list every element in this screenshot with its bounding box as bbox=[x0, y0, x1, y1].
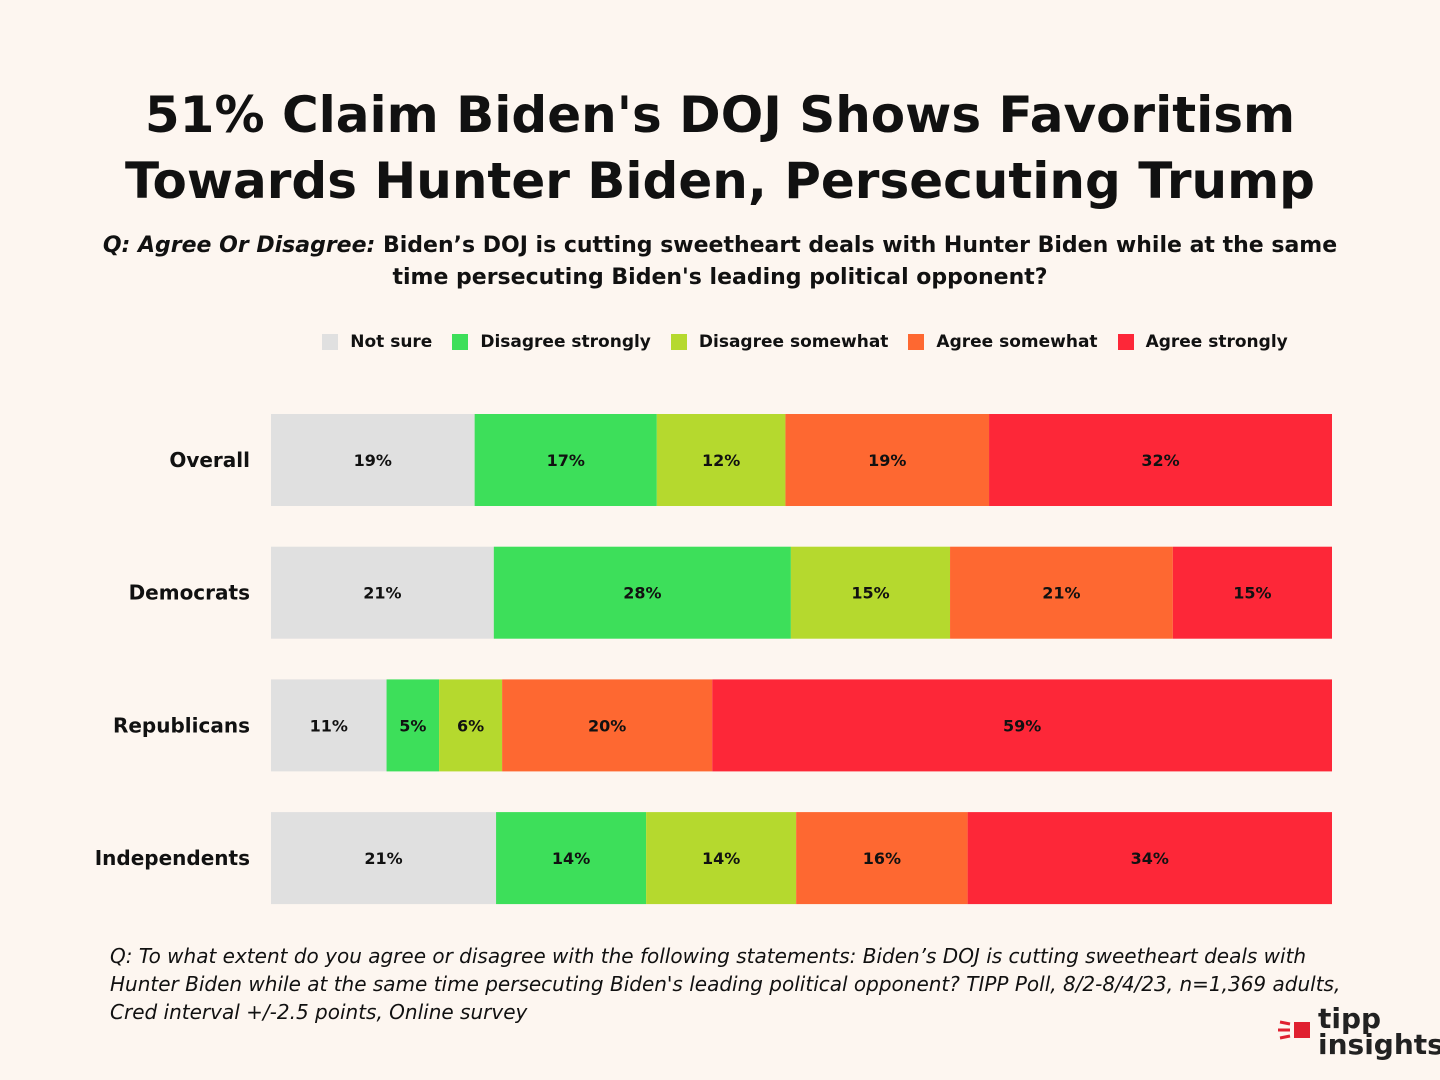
data-label: 59% bbox=[1003, 716, 1041, 735]
data-label: 20% bbox=[588, 716, 626, 735]
legend-label: Not sure bbox=[350, 332, 433, 352]
data-label: 21% bbox=[364, 849, 402, 868]
bar-segment-democrats-disagree-strongly bbox=[493, 546, 791, 639]
data-label: 19% bbox=[354, 451, 392, 470]
bar-segment-republicans-not-sure bbox=[271, 679, 387, 772]
bar-segment-democrats-disagree-somewhat bbox=[790, 546, 951, 639]
data-label: 21% bbox=[363, 584, 401, 603]
question-text: Biden’s DOJ is cutting sweetheart deals … bbox=[375, 233, 1338, 290]
data-label: 15% bbox=[851, 584, 889, 603]
data-label: 16% bbox=[863, 849, 901, 868]
data-label: 15% bbox=[1233, 584, 1271, 603]
bar-segment-independents-agree-somewhat bbox=[796, 812, 968, 905]
category-label-independents: Independents bbox=[95, 846, 250, 870]
bar-segment-republicans-agree-strongly bbox=[712, 679, 1332, 772]
bar-segment-overall-agree-somewhat bbox=[785, 414, 990, 506]
bar-segment-republicans-disagree-strongly bbox=[386, 679, 440, 772]
tipp-insights-logo: tipp insights bbox=[1276, 1005, 1440, 1066]
data-label: 14% bbox=[702, 849, 740, 868]
legend-swatch bbox=[322, 334, 339, 350]
bar-segment-overall-disagree-strongly bbox=[474, 414, 657, 506]
data-label: 32% bbox=[1141, 451, 1179, 470]
data-label: 19% bbox=[868, 451, 906, 470]
legend-label: Disagree somewhat bbox=[698, 332, 889, 352]
legend-item-disagree-strongly: Disagree strongly bbox=[452, 332, 651, 352]
logo-text-line1: tipp bbox=[1318, 1002, 1382, 1035]
data-label: 6% bbox=[457, 716, 484, 735]
bar-segment-independents-agree-strongly bbox=[967, 812, 1332, 905]
data-label: 28% bbox=[623, 584, 661, 603]
logo-text: tipp insights bbox=[1318, 1002, 1440, 1061]
bar-segment-republicans-disagree-somewhat bbox=[439, 679, 503, 772]
bar-segment-republicans-agree-somewhat bbox=[502, 679, 713, 772]
data-label: 21% bbox=[1042, 584, 1080, 603]
legend-item-agree-somewhat: Agree somewhat bbox=[908, 332, 1098, 352]
legend-swatch bbox=[908, 334, 925, 350]
legend-swatch bbox=[1117, 334, 1134, 350]
logo-text-line2: insights bbox=[1318, 1028, 1440, 1061]
legend-item-not-sure: Not sure bbox=[322, 332, 432, 352]
bar-segment-overall-agree-strongly bbox=[989, 414, 1332, 506]
data-label: 12% bbox=[702, 451, 740, 470]
bar-segment-democrats-not-sure bbox=[271, 546, 494, 639]
chart-title-line1: 51% Claim Biden's DOJ Shows Favoritism bbox=[144, 86, 1296, 144]
data-label: 17% bbox=[547, 451, 585, 470]
data-label: 14% bbox=[552, 849, 590, 868]
category-label-republicans: Republicans bbox=[113, 713, 250, 737]
bar-segment-democrats-agree-somewhat bbox=[950, 546, 1173, 639]
data-label: 11% bbox=[310, 716, 348, 735]
bar-segment-overall-not-sure bbox=[271, 414, 475, 506]
bar-segment-independents-not-sure bbox=[271, 812, 497, 905]
legend-label: Agree strongly bbox=[1145, 332, 1288, 352]
bar-segment-independents-disagree-somewhat bbox=[646, 812, 797, 905]
chart-title: 51% Claim Biden's DOJ Shows Favoritism T… bbox=[0, 82, 1440, 214]
bar-segment-independents-disagree-strongly bbox=[496, 812, 647, 905]
legend-label: Agree somewhat bbox=[936, 332, 1098, 352]
data-label: 34% bbox=[1131, 849, 1169, 868]
category-label-democrats: Democrats bbox=[129, 581, 250, 605]
question-subtitle: Q: Agree Or Disagree: Biden’s DOJ is cut… bbox=[90, 230, 1350, 294]
footnote: Q: To what extent do you agree or disagr… bbox=[110, 944, 1341, 1024]
logo-mark-icon bbox=[1278, 1020, 1310, 1040]
legend-swatch bbox=[670, 334, 687, 350]
data-label: 5% bbox=[399, 716, 426, 735]
category-label-overall: Overall bbox=[169, 448, 250, 472]
chart-title-line2: Towards Hunter Biden, Persecuting Trump bbox=[125, 152, 1315, 210]
legend-label: Disagree strongly bbox=[480, 332, 651, 352]
legend-item-disagree-somewhat: Disagree somewhat bbox=[670, 332, 889, 352]
bar-segment-overall-disagree-somewhat bbox=[656, 414, 786, 506]
question-prefix: Q: Agree Or Disagree: bbox=[102, 233, 376, 258]
legend-item-agree-strongly: Agree strongly bbox=[1117, 332, 1288, 352]
legend: Not sure Disagree strongly Disagree somewh… bbox=[0, 332, 1440, 352]
bar-segment-democrats-agree-strongly bbox=[1172, 546, 1332, 639]
legend-swatch bbox=[452, 334, 469, 350]
